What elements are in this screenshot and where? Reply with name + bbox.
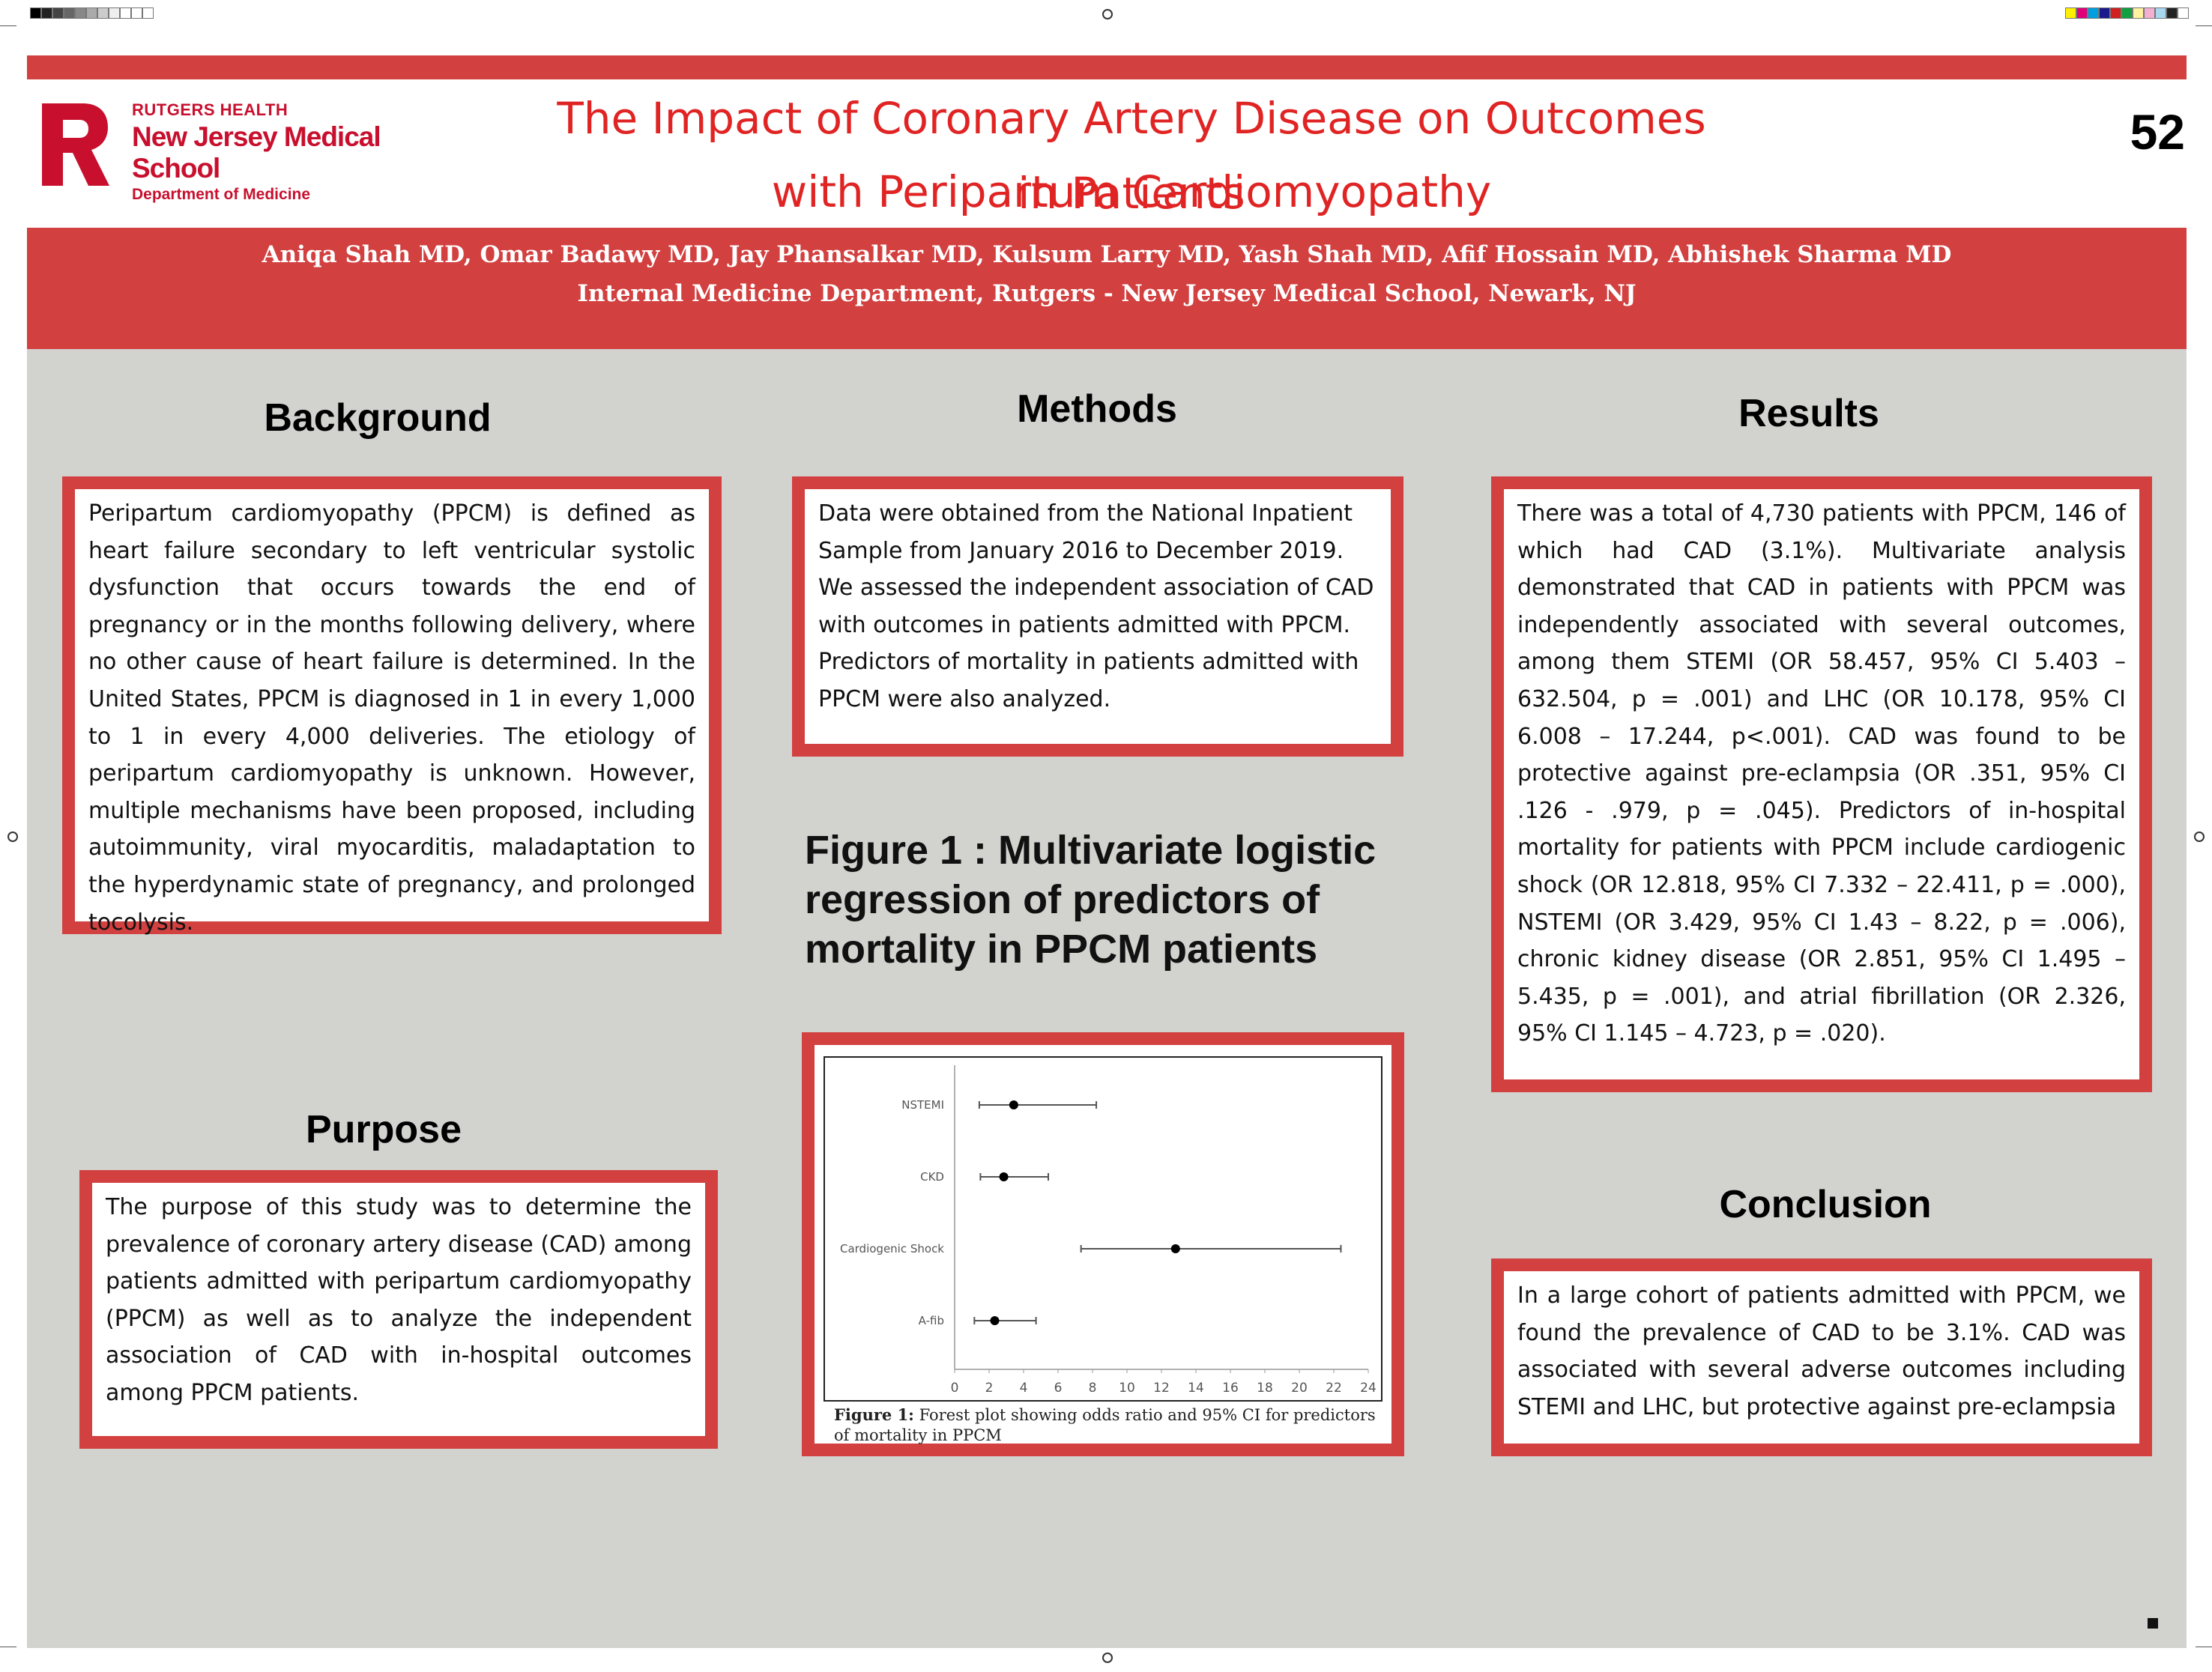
figure-caption-text: Forest plot showing odds ratio and 95% C…: [834, 1406, 1376, 1444]
affiliation: Internal Medicine Department, Rutgers - …: [577, 280, 1637, 307]
x-tick-label: 10: [1119, 1381, 1135, 1396]
purpose-heading: Purpose: [305, 1108, 462, 1151]
registration-mark-left: [7, 832, 18, 842]
row-label: NSTEMI: [901, 1098, 944, 1112]
row-label: Cardiogenic Shock: [840, 1242, 944, 1255]
x-tick-label: 16: [1222, 1381, 1239, 1396]
x-tick-label: 6: [1054, 1381, 1063, 1396]
rutgers-r-logo-icon: [42, 103, 109, 186]
conclusion-heading: Conclusion: [1719, 1183, 1932, 1226]
figure-panel: 0 2 4 6 8 10 12 14 16 18 20 22 24 NSTEMI CKD Cardiogeni…: [802, 1032, 1404, 1456]
grayscale-calibration-bar: [30, 7, 154, 19]
x-tick-label: 2: [985, 1381, 994, 1396]
x-tick-label: 0: [951, 1381, 959, 1396]
background-panel: Peripartum cardiomyopathy (PPCM) is defi…: [62, 476, 722, 936]
registration-mark-right: [2194, 832, 2205, 842]
x-tick-label: 22: [1326, 1381, 1342, 1396]
results-panel: There was a total of 4,730 patients with…: [1491, 476, 2152, 1092]
odds-ratio-point: [999, 1172, 1009, 1181]
x-tick-label: 14: [1188, 1381, 1204, 1396]
top-accent-bar: [27, 55, 2187, 79]
forest-plot: 0 2 4 6 8 10 12 14 16 18 20 22 24NSTEMICKDCardiogeni…: [840, 1065, 1377, 1396]
conclusion-panel: In a large cohort of patients admitted w…: [1491, 1258, 2152, 1456]
logo-line-1: RUTGERS HEALTH: [132, 100, 288, 119]
poster-title-line-2: with Peripartum Cardiomyopathy: [771, 166, 1492, 217]
background-heading: Background: [264, 396, 492, 440]
poster-title-line-1: The Impact of Coronary Artery Disease on…: [557, 93, 1706, 219]
odds-ratio-point: [1009, 1100, 1018, 1109]
methods-heading: Methods: [1017, 387, 1177, 431]
x-tick-label: 4: [1020, 1381, 1028, 1396]
author-band: [27, 228, 2187, 349]
figure-title: Figure 1 : Multivariate logistic regress…: [805, 828, 1377, 972]
logo-line-3: Department of Medicine: [132, 186, 311, 203]
x-tick-label: 20: [1291, 1381, 1308, 1396]
corner-mark: [2148, 1618, 2158, 1629]
logo-line-2: New Jersey Medical School: [132, 121, 381, 184]
x-tick-label: 18: [1257, 1381, 1273, 1396]
figure-caption-label: Figure 1:: [834, 1405, 914, 1424]
logo-wordmark: RUTGERS HEALTH New Jersey Medical School…: [132, 100, 405, 204]
figure-frame: 0 2 4 6 8 10 12 14 16 18 20 22 24 NSTEMI CKD Cardiogeni…: [824, 1056, 1382, 1402]
results-heading: Results: [1738, 392, 1879, 435]
rutgers-logo: RUTGERS HEALTH New Jersey Medical School…: [39, 100, 405, 203]
x-tick-label: 24: [1360, 1381, 1377, 1396]
color-calibration-bar: [2065, 7, 2189, 19]
poster-number: 52: [2130, 104, 2185, 160]
methods-panel: Data were obtained from the National Inp…: [792, 476, 1403, 757]
row-label: A-fib: [919, 1314, 944, 1327]
x-tick-label: 12: [1153, 1381, 1170, 1396]
odds-ratio-point: [1170, 1244, 1180, 1253]
x-tick-label: 8: [1089, 1381, 1097, 1396]
registration-mark-top: [1102, 9, 1113, 19]
row-label: CKD: [920, 1170, 944, 1184]
figure-caption: Figure 1: Forest plot showing odds ratio…: [834, 1405, 1388, 1446]
registration-mark-bottom: [1102, 1653, 1113, 1663]
author-list: Aniqa Shah MD, Omar Badawy MD, Jay Phans…: [262, 241, 1952, 268]
crop-mark-tr: [2196, 25, 2212, 26]
odds-ratio-point: [990, 1316, 1000, 1325]
purpose-panel: The purpose of this study was to determi…: [79, 1170, 718, 1449]
crop-mark-tl: [0, 25, 16, 26]
